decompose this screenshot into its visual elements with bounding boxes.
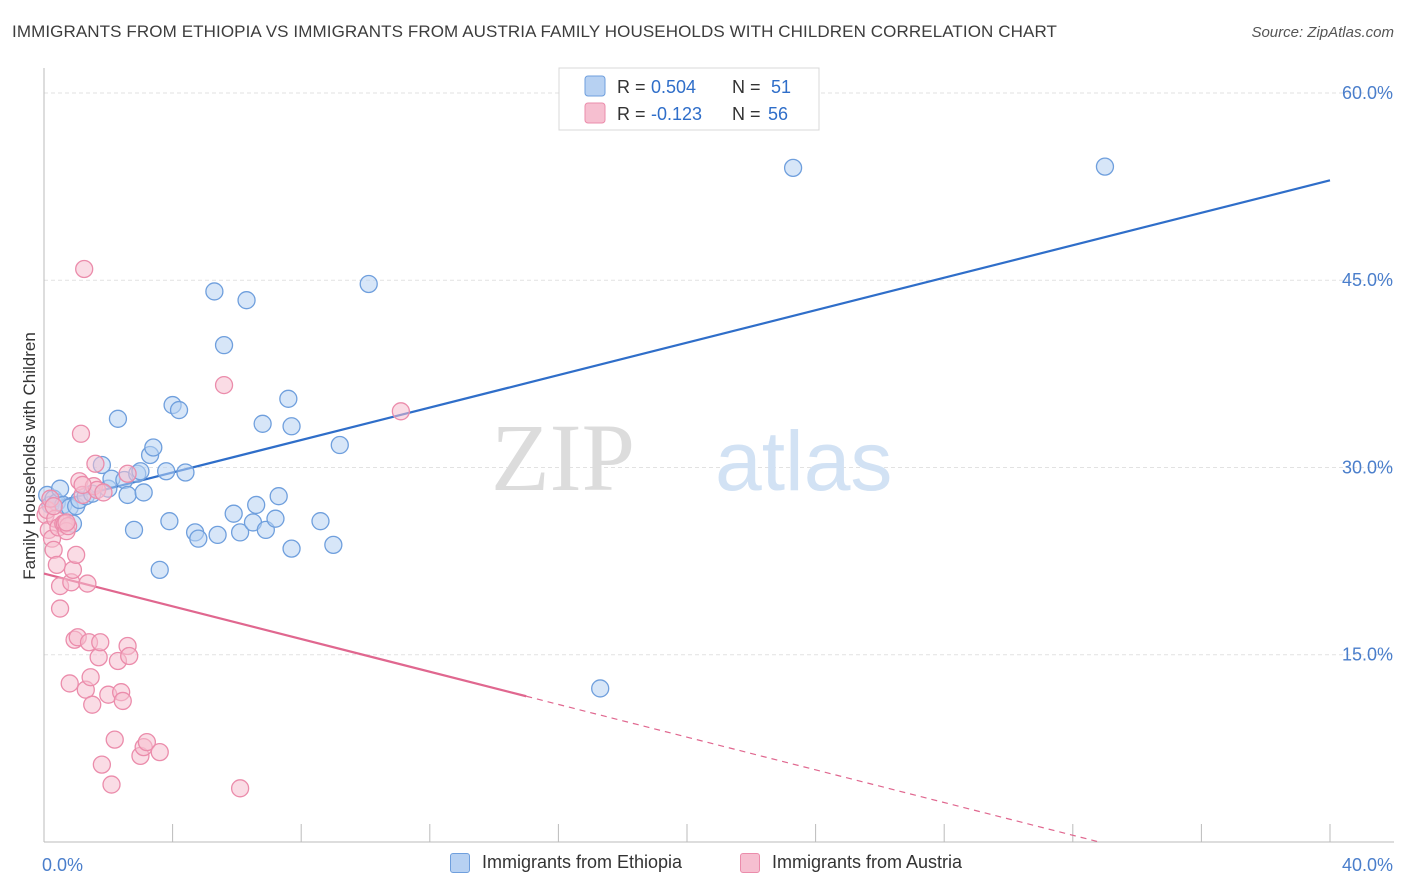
austria-point-50 <box>214 375 234 395</box>
austria-point-28 <box>81 668 100 687</box>
legend-swatch-austria-bottom <box>740 852 760 873</box>
austria-point-22 <box>71 424 91 443</box>
x-tick-labels: 0.0% 40.0% <box>42 855 1393 875</box>
ethiopia-point-42 <box>266 509 285 528</box>
austria-point-35 <box>92 755 112 774</box>
y-tick-labels: 15.0% 30.0% 45.0% 60.0% <box>1342 83 1393 665</box>
austria-point-24 <box>75 259 94 279</box>
ethiopia-point-50 <box>359 274 378 294</box>
ethiopia-point-15 <box>108 409 128 428</box>
ethiopia-point-45 <box>282 417 301 436</box>
x-tick-label-1: 40.0% <box>1342 855 1393 875</box>
ethiopia-point-53 <box>1095 157 1115 176</box>
x-tick-label-0: 0.0% <box>42 855 83 875</box>
austria-point-26 <box>78 574 97 593</box>
ethiopia-point-23 <box>144 438 163 457</box>
legend-r-label-1: R = <box>617 77 651 97</box>
ethiopia-point-26 <box>160 512 179 531</box>
legend-swatch-ethiopia <box>584 75 606 97</box>
austria-point-15 <box>60 674 79 693</box>
source-label: Source: ZipAtlas.com <box>1251 24 1394 41</box>
ethiopia-point-43 <box>269 487 288 506</box>
watermark-atlas: atlas <box>715 414 892 508</box>
austria-point-45 <box>118 464 137 483</box>
ethiopia-point-48 <box>324 535 343 555</box>
y-tick-label-0: 15.0% <box>1342 645 1393 665</box>
ethiopia-point-24 <box>150 560 169 580</box>
legend-n-label-2: N = <box>732 104 766 124</box>
ethiopia-point-34 <box>214 335 234 355</box>
ethiopia-point-40 <box>253 414 272 433</box>
austria-point-54 <box>57 513 76 532</box>
austria-point-36 <box>94 483 113 502</box>
legend-box: R = 0.504 N = 51 R = -0.123 N = 56 <box>558 67 820 131</box>
ethiopia-point-52 <box>783 158 803 178</box>
austria-point-7 <box>47 555 67 575</box>
austria-point-52 <box>391 402 411 421</box>
ethiopia-point-51 <box>591 679 610 698</box>
y-tick-label-1: 30.0% <box>1342 457 1393 477</box>
grid-lines <box>44 92 1394 656</box>
legend-bottom: Immigrants from Ethiopia Immigrants from… <box>0 852 1406 878</box>
austria-point-51 <box>230 779 250 798</box>
ethiopia-point-32 <box>205 282 224 301</box>
austria-point-34 <box>91 633 110 652</box>
austria-point-31 <box>86 454 105 473</box>
legend-n-value-1: 51 <box>771 77 791 97</box>
austria-trend-line <box>43 572 527 698</box>
austria-point-42 <box>113 691 132 711</box>
legend-r-value-1: 0.504 <box>651 77 696 97</box>
y-tick-label-3: 60.0% <box>1342 83 1393 103</box>
legend-r-label-2: R = <box>617 104 651 124</box>
ethiopia-point-18 <box>124 520 144 540</box>
ethiopia-point-25 <box>157 462 176 481</box>
austria-point-29 <box>83 695 102 714</box>
legend-n-label-1: N = <box>732 77 766 97</box>
austria-point-44 <box>120 646 139 666</box>
ethiopia-point-46 <box>282 539 301 558</box>
ethiopia-point-28 <box>169 400 189 420</box>
axes <box>43 68 1394 843</box>
data-points <box>36 157 1115 798</box>
ethiopia-point-35 <box>224 504 243 523</box>
legend-item-austria: Immigrants from Austria <box>740 852 962 873</box>
austria-point-10 <box>50 599 70 618</box>
ethiopia-point-39 <box>247 495 266 515</box>
austria-point-48 <box>137 732 157 752</box>
ethiopia-point-47 <box>311 512 330 531</box>
legend-label-austria: Immigrants from Austria <box>772 852 963 872</box>
ethiopia-point-17 <box>118 485 137 505</box>
watermark: ZIP atlas <box>491 404 892 511</box>
ethiopia-point-31 <box>189 529 208 548</box>
trend-lines <box>43 179 1331 843</box>
ethiopia-point-33 <box>208 525 227 545</box>
austria-point-55 <box>73 475 92 495</box>
austria-point-39 <box>105 730 124 749</box>
watermark-zip: ZIP <box>491 404 635 511</box>
ethiopia-point-37 <box>237 291 256 310</box>
legend-label-ethiopia: Immigrants from Ethiopia <box>482 852 683 872</box>
ethiopia-point-21 <box>134 483 153 502</box>
ethiopia-point-36 <box>230 523 250 542</box>
legend-swatch-austria <box>584 102 606 124</box>
legend-n-value-2: 56 <box>768 104 788 124</box>
ethiopia-trend-line <box>43 179 1331 507</box>
chart-title: IMMIGRANTS FROM ETHIOPIA VS IMMIGRANTS F… <box>12 22 1057 41</box>
austria-point-33 <box>89 648 108 667</box>
legend-r-value-2: -0.123 <box>651 104 702 124</box>
ethiopia-point-44 <box>279 389 298 408</box>
legend-swatch-ethiopia-bottom <box>450 852 470 873</box>
austria-point-5 <box>44 540 63 560</box>
austria-trend-extension <box>526 695 1100 843</box>
austria-point-49 <box>150 742 169 762</box>
austria-point-53 <box>44 497 63 516</box>
austria-point-17 <box>63 560 83 580</box>
ethiopia-point-49 <box>330 435 349 455</box>
legend-item-ethiopia: Immigrants from Ethiopia <box>450 852 682 873</box>
y-tick-label-2: 45.0% <box>1342 270 1393 290</box>
austria-point-19 <box>67 545 86 565</box>
ethiopia-point-29 <box>176 463 195 482</box>
austria-point-38 <box>102 775 121 794</box>
